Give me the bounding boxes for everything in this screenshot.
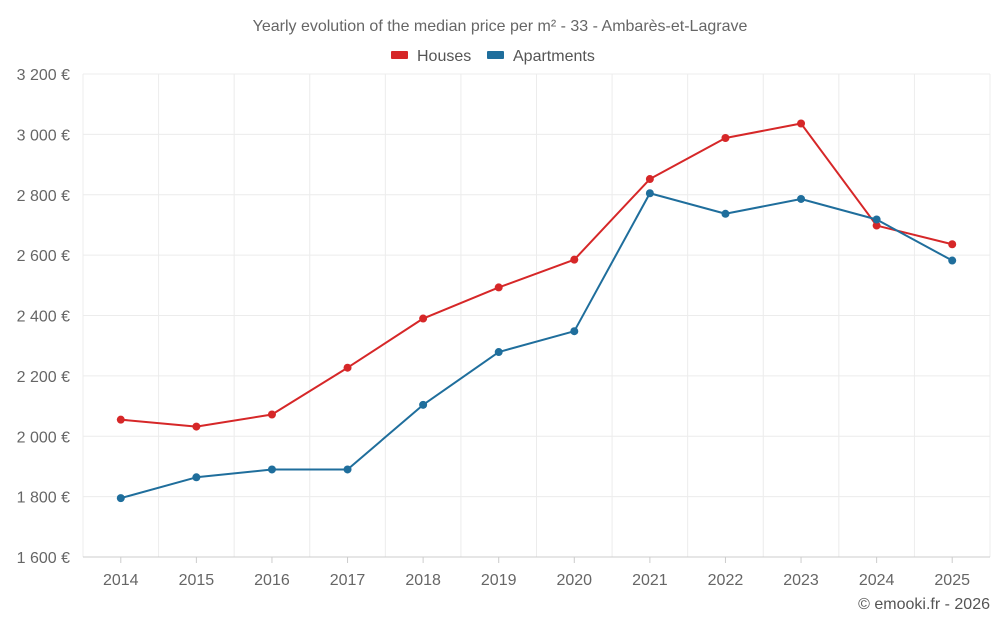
data-point-apartments[interactable] (267, 465, 276, 474)
legend-item-houses[interactable]: Houses (391, 48, 471, 65)
data-point-houses[interactable] (948, 240, 957, 249)
y-axis-labels: 1 600 € 1 800 € 2 000 € 2 200 € 2 400 € 2 600… (17, 67, 70, 567)
x-axis-labels: 2014 2015 2016 2017 2018 2019 2020 2021 2022 2023… (103, 557, 970, 589)
data-point-apartments[interactable] (419, 400, 428, 409)
data-point-houses[interactable] (494, 283, 503, 292)
x-tick-label: 2024 (859, 572, 895, 589)
x-tick-label: 2019 (481, 572, 517, 589)
series-houses (116, 119, 957, 431)
x-tick-label: 2018 (405, 572, 441, 589)
data-point-houses[interactable] (267, 410, 276, 419)
data-point-apartments[interactable] (343, 465, 352, 474)
series-layer (116, 119, 957, 503)
data-point-houses[interactable] (419, 314, 428, 323)
data-point-apartments[interactable] (494, 348, 503, 357)
x-tick-label: 2022 (708, 572, 744, 589)
y-tick-label: 2 600 € (17, 248, 70, 265)
series-line-apartments (120, 192, 953, 500)
x-tick-label: 2020 (556, 572, 592, 589)
data-point-houses[interactable] (116, 415, 125, 424)
data-point-apartments[interactable] (948, 256, 957, 265)
data-point-houses[interactable] (343, 363, 352, 372)
y-tick-label: 1 600 € (17, 550, 70, 567)
y-tick-label: 2 200 € (17, 369, 70, 386)
data-point-houses[interactable] (570, 255, 579, 264)
data-point-apartments[interactable] (116, 494, 125, 503)
chart-title: Yearly evolution of the median price per… (253, 18, 748, 35)
x-tick-label: 2017 (330, 572, 366, 589)
x-tick-label: 2016 (254, 572, 290, 589)
legend-label: Houses (417, 48, 471, 65)
series-line-houses (120, 122, 953, 428)
y-tick-label: 1 800 € (17, 490, 70, 507)
y-tick-label: 2 800 € (17, 188, 70, 205)
data-point-apartments[interactable] (797, 194, 806, 203)
legend: Houses Apartments (391, 48, 595, 65)
x-tick-label: 2014 (103, 572, 139, 589)
data-point-houses[interactable] (797, 119, 806, 128)
legend-swatch (487, 51, 504, 59)
data-point-houses[interactable] (645, 175, 654, 184)
series-apartments (116, 189, 957, 503)
x-tick-label: 2025 (934, 572, 970, 589)
legend-item-apartments[interactable]: Apartments (487, 48, 595, 65)
legend-label: Apartments (513, 48, 595, 65)
y-tick-label: 2 400 € (17, 309, 70, 326)
credit-text: © emooki.fr - 2026 (858, 596, 990, 613)
data-point-houses[interactable] (192, 422, 201, 431)
legend-swatch (391, 51, 408, 59)
y-gridlines (83, 73, 990, 558)
y-tick-label: 3 000 € (17, 127, 70, 144)
x-tick-label: 2015 (179, 572, 215, 589)
data-point-houses[interactable] (721, 133, 730, 142)
data-point-apartments[interactable] (872, 215, 881, 224)
y-tick-label: 3 200 € (17, 67, 70, 84)
x-tick-label: 2021 (632, 572, 668, 589)
x-tick-label: 2023 (783, 572, 819, 589)
data-point-apartments[interactable] (192, 473, 201, 482)
data-point-apartments[interactable] (645, 189, 654, 198)
data-point-apartments[interactable] (570, 327, 579, 336)
data-point-houses[interactable] (872, 221, 881, 230)
data-point-apartments[interactable] (721, 209, 730, 218)
y-tick-label: 2 000 € (17, 429, 70, 446)
